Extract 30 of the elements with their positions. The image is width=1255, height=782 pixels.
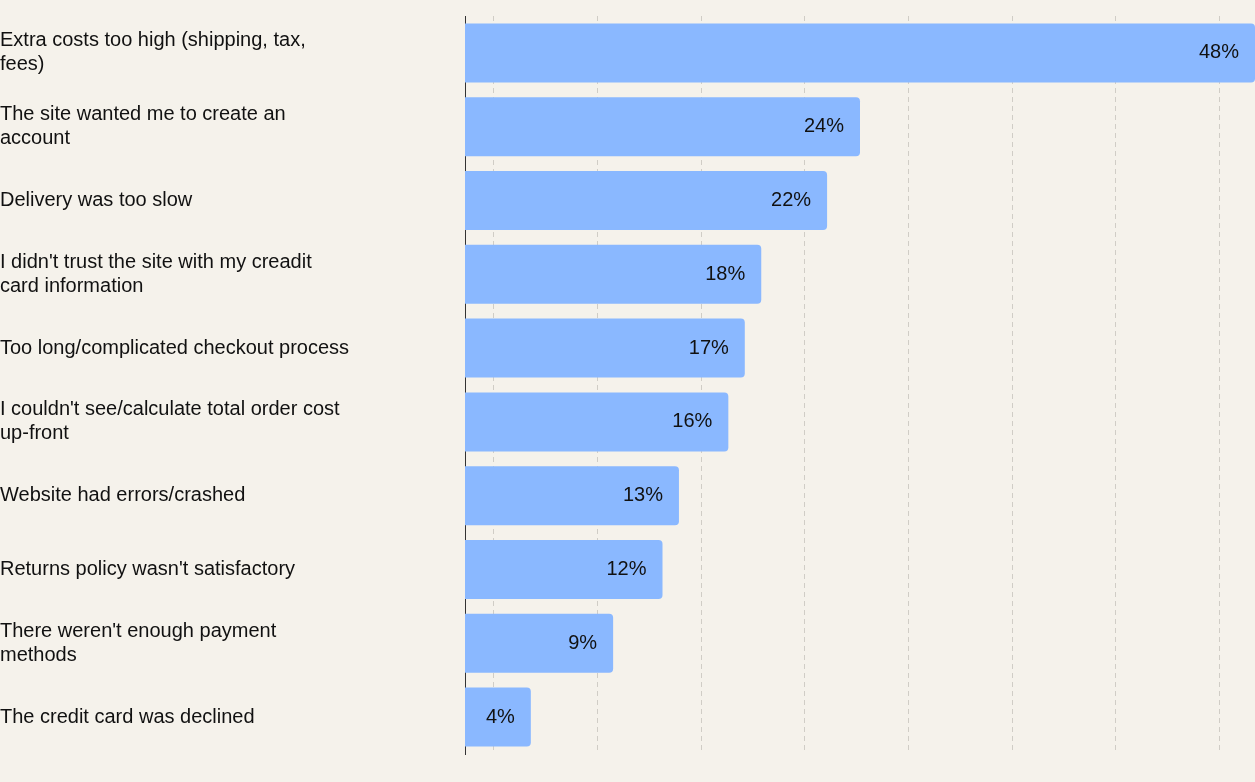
y-tick-label: Website had errors/crashed [0,483,246,506]
y-tick-label: Extra costs too high (shipping, tax, fees) [0,28,306,75]
data-label: 12% [606,557,647,580]
bar [465,613,614,673]
y-tick-label: Delivery was too slow [0,188,193,211]
bar [465,170,828,231]
y-tick-label: There weren't enough payment methods [0,618,277,665]
bar [465,97,860,157]
data-label: 13% [622,483,664,506]
bar [465,687,531,747]
data-label: 48% [1198,40,1240,63]
y-tick-label: Too long/complicated checkout process [0,335,350,358]
bar [465,318,745,378]
y-tick-label: The site wanted me to create an account [0,102,286,149]
bar [465,392,729,452]
y-tick-label: I couldn't see/calculate total order cost up-front [0,397,340,444]
data-label: 17% [688,335,730,358]
data-label: 9% [568,630,598,653]
y-tick-label: I didn't trust the site with my creadit card information [0,249,313,296]
bar [465,244,762,304]
bar [465,23,1255,83]
y-tick-label: The credit card was declined [0,704,255,727]
data-label: 4% [485,704,516,727]
bar [465,539,663,600]
data-label: 18% [705,261,746,284]
data-label: 16% [672,409,713,432]
data-label: 24% [803,114,845,137]
y-tick-label: Returns policy wasn't satisfactory [0,557,296,580]
bar [465,466,679,526]
data-label: 22% [771,188,812,211]
